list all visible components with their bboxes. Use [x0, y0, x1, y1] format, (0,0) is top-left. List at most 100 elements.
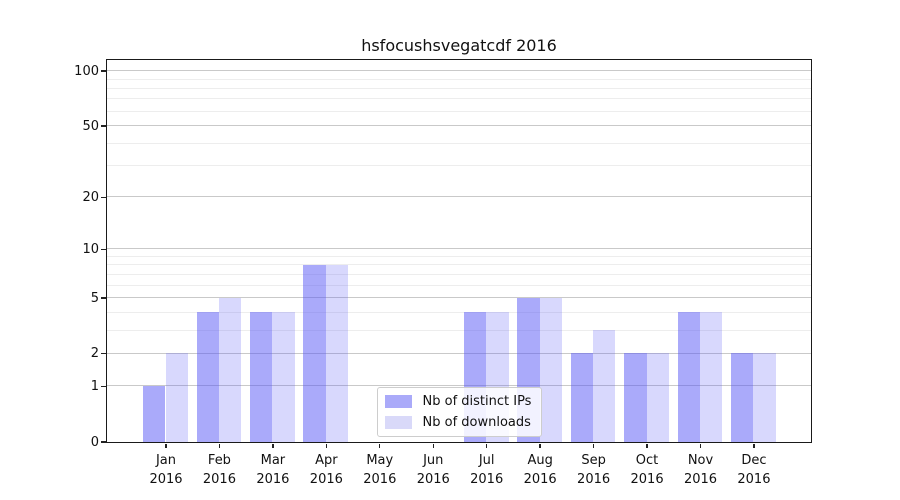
x-tick-label-month: Oct: [635, 453, 659, 468]
y-tick: [100, 196, 106, 199]
x-tick-label-year: 2016: [523, 472, 557, 487]
x-tick: [646, 443, 648, 448]
bar-nb-of-downloads: [272, 312, 295, 442]
legend-swatch: [384, 394, 412, 408]
x-tick-label-year: 2016: [630, 472, 664, 487]
x-tick-label-year: 2016: [363, 472, 397, 487]
x-tick-label-year: 2016: [256, 472, 290, 487]
gridline-minor: [106, 98, 811, 100]
x-tick-label: Nov 2016: [669, 451, 733, 489]
x-tick-label-month: Sep: [581, 453, 606, 468]
bar-nb-of-distinct-ips: [731, 353, 754, 442]
x-tick-label: Jun 2016: [401, 451, 465, 489]
bar-nb-of-downloads: [325, 264, 349, 442]
bar-nb-of-downloads: [646, 353, 669, 442]
gridline-minor: [106, 255, 811, 257]
x-tick-label-month: Jun: [423, 453, 444, 468]
y-tick-label: 50: [82, 118, 99, 134]
bar-nb-of-downloads: [700, 312, 723, 442]
bar-nb-of-downloads: [218, 297, 242, 442]
bar-nb-of-distinct-ips: [570, 353, 594, 442]
bar-nb-of-downloads: [165, 353, 188, 442]
y-tick: [100, 297, 106, 299]
x-tick-label-month: May: [366, 453, 394, 468]
x-tick-label-year: 2016: [416, 472, 450, 487]
x-tick-label: Jan 2016: [134, 451, 198, 489]
y-tick-label: 0: [90, 434, 99, 450]
x-tick: [539, 443, 541, 448]
gridline-minor: [106, 165, 811, 167]
x-tick: [272, 443, 274, 448]
y-tick-label: 10: [82, 241, 99, 257]
y-tick-label: 20: [82, 189, 99, 205]
gridline-minor: [106, 311, 811, 313]
x-tick-label-month: Dec: [741, 453, 767, 468]
x-tick-label: Apr 2016: [294, 451, 358, 489]
y-tick-label: 2: [90, 346, 99, 362]
gridline-major: [106, 196, 811, 198]
gridline-major: [106, 70, 811, 72]
x-tick-label: Dec 2016: [722, 451, 786, 489]
gridline-minor: [106, 78, 811, 80]
legend-item: Nb of downloads: [384, 414, 532, 430]
gridline-major: [106, 248, 811, 250]
y-tick: [100, 248, 106, 250]
x-tick-label: Aug 2016: [508, 451, 572, 489]
gridline-minor: [106, 87, 811, 89]
chart-title: hsfocushsvegatcdf 2016: [361, 36, 557, 55]
legend-label: Nb of downloads: [422, 414, 531, 430]
x-tick: [432, 443, 434, 448]
x-tick-label: Feb 2016: [187, 451, 251, 489]
x-tick: [379, 443, 381, 448]
x-tick-label-month: Mar: [260, 453, 286, 468]
x-tick-label-year: 2016: [683, 472, 718, 487]
y-tick-label: 5: [90, 290, 99, 306]
x-tick-label-month: Jan: [155, 453, 177, 468]
x-tick: [165, 443, 167, 448]
gridline-minor: [106, 142, 811, 144]
x-tick-label: Oct 2016: [615, 451, 679, 489]
x-tick: [699, 443, 702, 448]
bar-nb-of-downloads: [593, 330, 616, 442]
x-tick-label-year: 2016: [577, 472, 611, 487]
gridline-minor: [106, 329, 811, 331]
bar-nb-of-distinct-ips: [303, 264, 326, 442]
x-tick: [753, 443, 755, 448]
y-tick: [100, 441, 106, 443]
x-tick: [592, 443, 595, 448]
x-tick-label-month: Aug: [527, 453, 553, 468]
y-tick: [100, 353, 106, 355]
legend: Nb of distinct IPs Nb of downloads: [376, 386, 543, 437]
gridline-major: [106, 297, 811, 298]
gridline-major: [106, 125, 811, 127]
y-tick: [100, 385, 106, 387]
gridline-minor: [106, 273, 811, 275]
plot-canvas: [106, 60, 811, 442]
x-tick: [486, 443, 488, 448]
legend-item: Nb of distinct IPs: [384, 393, 532, 409]
x-tick: [218, 443, 221, 448]
gridline-major: [106, 385, 811, 387]
gridline-minor: [106, 284, 811, 286]
y-tick: [100, 125, 106, 127]
x-tick-label-year: 2016: [202, 472, 236, 487]
x-tick-label-month: Jul: [478, 453, 495, 468]
x-tick-label-year: 2016: [737, 472, 771, 487]
x-tick-label-month: Nov: [687, 453, 714, 468]
x-tick-label: May 2016: [348, 451, 412, 489]
gridline-minor: [106, 110, 811, 112]
bar-nb-of-downloads: [539, 297, 563, 442]
gridline-minor: [106, 264, 811, 266]
y-tick-label: 1: [90, 378, 99, 394]
legend-swatch: [384, 415, 412, 429]
x-tick-label-month: Apr: [315, 453, 338, 468]
legend-label: Nb of distinct IPs: [422, 393, 532, 409]
x-tick-label: Jul 2016: [455, 451, 519, 489]
bar-nb-of-downloads: [753, 353, 776, 442]
bar-nb-of-distinct-ips: [250, 312, 273, 442]
x-tick-label-year: 2016: [149, 472, 183, 487]
x-tick-label-month: Feb: [207, 453, 231, 468]
bar-nb-of-distinct-ips: [196, 312, 219, 442]
y-tick-label: 100: [74, 63, 99, 79]
